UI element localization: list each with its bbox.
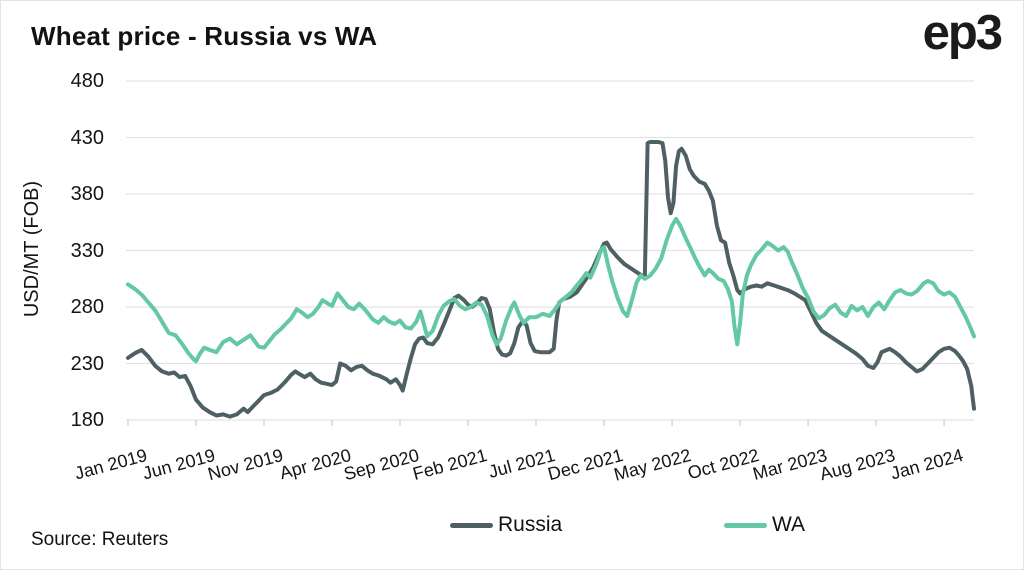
wa-line xyxy=(126,216,976,364)
y-tick-label-330: 330 xyxy=(70,240,104,262)
russia-line xyxy=(126,140,976,419)
legend-label-wa: WA xyxy=(772,513,806,536)
y-tick-label-180: 180 xyxy=(70,409,104,431)
chart-legend: Russia WA xyxy=(1,511,1023,539)
page-title: Wheat price - Russia vs WA xyxy=(31,21,378,51)
legend-item-russia[interactable]: Russia xyxy=(450,511,562,539)
y-tick-label-480: 480 xyxy=(70,70,104,92)
ep3-logo: ep3 xyxy=(922,6,1003,60)
legend-item-wa[interactable]: WA xyxy=(724,511,805,539)
wa-line-swatch xyxy=(724,522,767,528)
source-attribution: Source: Reuters xyxy=(31,529,169,550)
legend-label-russia: Russia xyxy=(498,513,563,536)
russia-line-swatch xyxy=(450,522,493,528)
y-tick-label-380: 380 xyxy=(70,183,104,205)
y-tick-label-280: 280 xyxy=(70,296,104,318)
y-tick-label-430: 430 xyxy=(70,127,104,149)
y-tick-label-230: 230 xyxy=(70,353,104,375)
